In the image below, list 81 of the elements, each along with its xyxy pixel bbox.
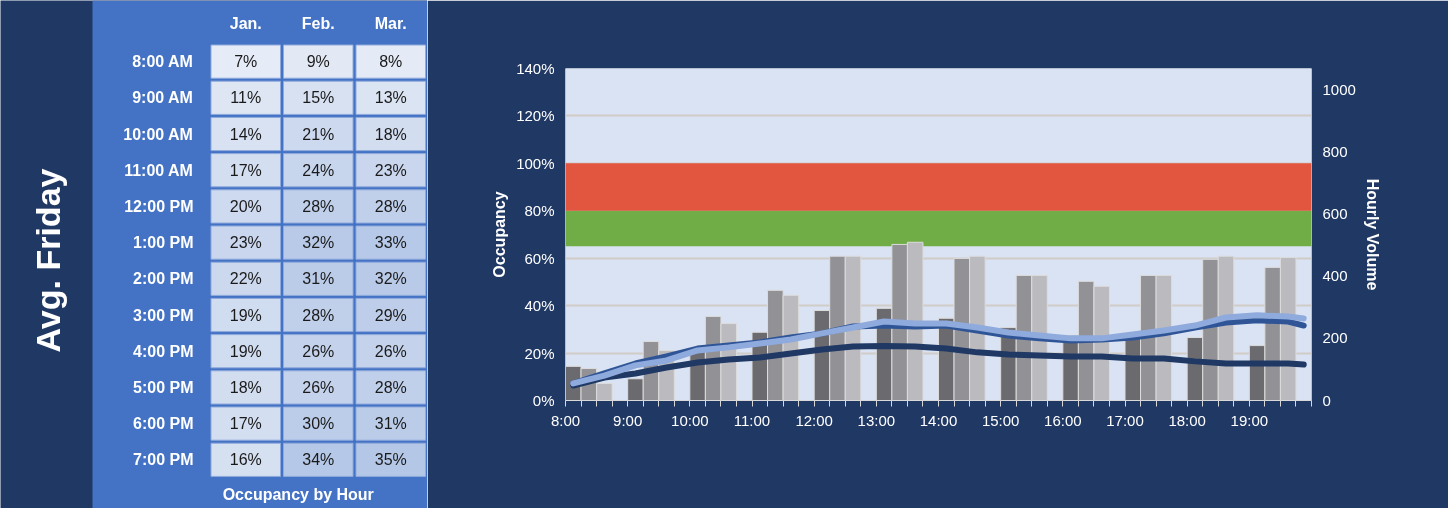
- y-tick-label: 8:00 AM: [132, 53, 193, 71]
- data-label: 9%: [306, 53, 330, 71]
- data-label: 22%: [229, 270, 262, 288]
- data-label: 23%: [374, 161, 407, 179]
- data-label: 19%: [229, 306, 262, 324]
- data-label: 17%: [229, 415, 262, 433]
- data-label: 11%: [230, 89, 262, 107]
- data-label: 20%: [229, 197, 262, 215]
- y-tick-label: 11:00 AM: [124, 161, 193, 179]
- data-label: 29%: [374, 306, 407, 324]
- data-label: 15%: [302, 89, 335, 107]
- y2-tick-label: 800: [1322, 143, 1348, 161]
- x-tick-label: 9:00: [613, 411, 643, 429]
- y-tick-label: 2:00 PM: [133, 270, 194, 288]
- data-label: 21%: [302, 125, 335, 143]
- data-label: 19%: [229, 342, 262, 360]
- data-label: 33%: [374, 234, 407, 252]
- y2-tick-label: 200: [1322, 329, 1348, 347]
- y-tick-label: 120%: [516, 107, 555, 125]
- data-label: 14%: [229, 125, 262, 143]
- y-tick-label: 5:00 PM: [133, 378, 194, 396]
- y-tick-label: 100%: [516, 154, 555, 172]
- x-tick-label: 18:00: [1168, 411, 1206, 429]
- data-label: 30%: [302, 415, 335, 433]
- x-tick-label: 13:00: [857, 411, 896, 429]
- y-tick-label: 4:00 PM: [133, 342, 194, 360]
- x-tick-label: 10:00: [671, 411, 709, 429]
- y-tick-label: 9:00 AM: [132, 89, 193, 107]
- y2-axis-title: Hourly Volume: [1363, 178, 1381, 291]
- data-label: 28%: [374, 378, 407, 396]
- x-tick-label: Jan.: [229, 15, 262, 32]
- data-label: 23%: [229, 234, 262, 252]
- y-tick-label: 60%: [524, 249, 555, 267]
- data-label: 31%: [374, 415, 407, 433]
- data-label: 28%: [374, 197, 407, 215]
- data-label: 32%: [302, 234, 335, 252]
- y-tick-label: 40%: [524, 297, 555, 315]
- data-label: 7%: [234, 53, 258, 71]
- y-tick-label: 7:00 PM: [133, 451, 194, 469]
- y-tick-label: 10:00 AM: [123, 125, 193, 143]
- y2-tick-label: 1000: [1322, 81, 1356, 99]
- y-tick-label: 0%: [532, 392, 555, 409]
- data-label: 26%: [302, 342, 335, 360]
- data-label: 16%: [229, 451, 262, 469]
- y-tick-label: 1:00 PM: [133, 234, 194, 252]
- x-tick-label: 11:00: [733, 411, 771, 429]
- data-label: 26%: [374, 342, 407, 360]
- x-tick-label: 17:00: [1106, 411, 1144, 429]
- y2-tick-label: 600: [1322, 205, 1348, 223]
- text: Avg. Friday: [28, 168, 67, 353]
- x-tick-label: 19:00: [1230, 411, 1269, 429]
- x-tick-label: 16:00: [1044, 411, 1082, 429]
- y-tick-label: 12:00 PM: [124, 197, 194, 215]
- y-axis-title: Occupancy: [491, 191, 509, 278]
- data-label: 35%: [374, 451, 407, 469]
- x-tick-label: 12:00: [795, 411, 833, 429]
- data-label: 31%: [302, 270, 335, 288]
- data-label: 34%: [302, 451, 335, 469]
- data-label: 8%: [379, 53, 403, 71]
- data-label: 18%: [374, 125, 407, 143]
- x-tick-label: 15:00: [981, 411, 1020, 429]
- y-tick-label: 20%: [524, 344, 555, 362]
- x-tick-label: Mar.: [374, 15, 407, 32]
- x-axis-title: Occupancy by Hour: [222, 486, 374, 503]
- y-tick-label: 3:00 PM: [133, 306, 194, 324]
- data-label: 17%: [229, 161, 262, 179]
- y2-tick-label: 400: [1322, 267, 1348, 285]
- data-label: 26%: [302, 378, 335, 396]
- data-label: 28%: [302, 197, 335, 215]
- data-label: 28%: [302, 306, 335, 324]
- data-label: 32%: [374, 270, 407, 288]
- data-label: 24%: [302, 161, 335, 179]
- y2-tick-label: 0: [1322, 391, 1331, 409]
- y-tick-label: 80%: [524, 202, 555, 220]
- y-tick-label: 140%: [516, 60, 555, 77]
- x-tick-label: 8:00: [550, 411, 581, 429]
- y-tick-label: 6:00 PM: [133, 415, 194, 433]
- data-label: 18%: [229, 378, 262, 396]
- x-tick-label: 14:00: [919, 411, 958, 429]
- x-tick-label: Feb.: [301, 15, 335, 32]
- data-label: 13%: [374, 89, 407, 107]
